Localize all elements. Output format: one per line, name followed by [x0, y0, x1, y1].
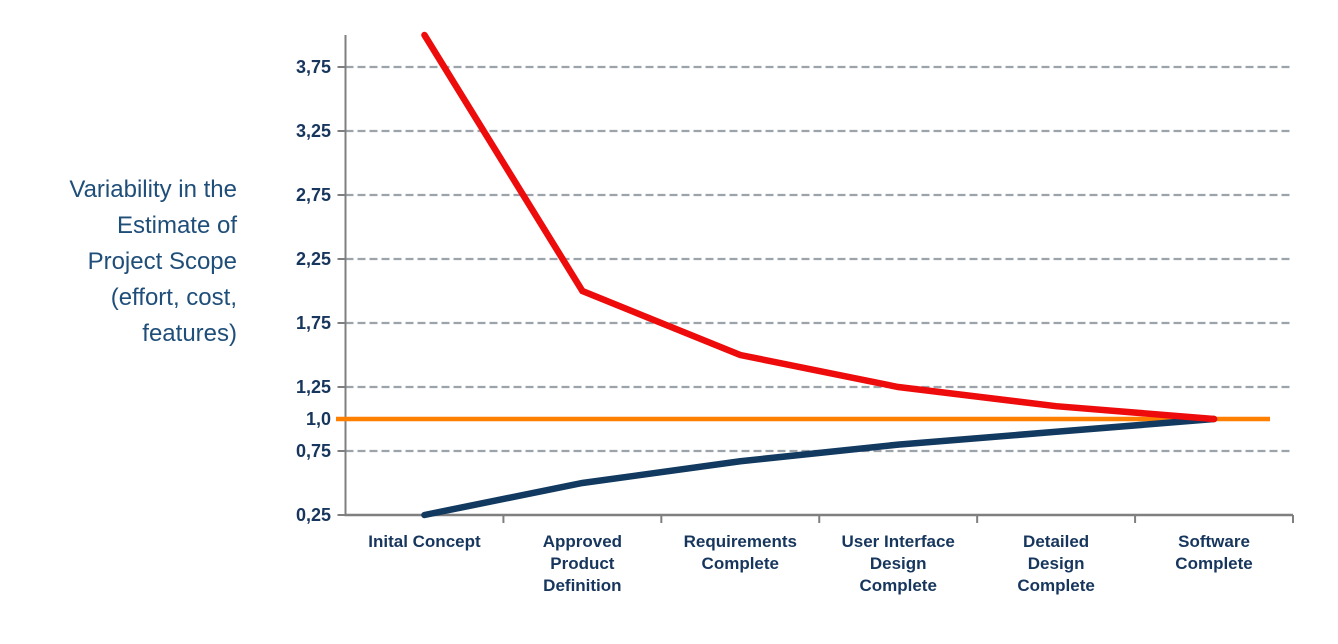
y-tick-label: 3,25: [296, 121, 331, 141]
x-category-label-line: Approved: [543, 532, 622, 551]
y-axis-title-line: Variability in the: [69, 176, 237, 203]
y-tick-label: 0,75: [296, 441, 331, 461]
x-category-label-line: Design: [1028, 554, 1085, 573]
y-axis-title-line: Estimate of: [116, 212, 237, 239]
series-line-upper-estimate: [421, 31, 1218, 423]
x-category-label-line: Complete: [1175, 554, 1252, 573]
y-tick-label: 2,75: [296, 185, 331, 205]
y-tick-label: 1,0: [306, 409, 331, 429]
x-category-label-line: Complete: [1017, 576, 1094, 595]
y-axis-title: Variability in the Estimate of Project S…: [0, 172, 237, 352]
y-tick-label: 1,25: [296, 377, 331, 397]
x-category-label: User Interface Design Complete: [842, 532, 955, 595]
x-category-label: Approved Product Definition: [543, 532, 622, 595]
x-category-label: Software Complete: [1175, 532, 1252, 573]
x-category-label: Requirements Complete: [684, 532, 797, 573]
x-category-label: Inital Concept: [368, 532, 481, 551]
x-category-label-line: Software: [1178, 532, 1250, 551]
y-tick-label: 2,25: [296, 249, 331, 269]
y-axis-title-line: features): [142, 320, 237, 347]
x-category-label-line: Complete: [859, 576, 936, 595]
series-line-lower-estimate: [421, 415, 1218, 519]
x-category-label-line: Product: [550, 554, 615, 573]
x-category-label-line: Definition: [543, 576, 621, 595]
x-category-label-line: Complete: [702, 554, 779, 573]
y-axis-title-line: (effort, cost,: [110, 284, 237, 311]
y-tick-label: 0,25: [296, 505, 331, 525]
x-category-label-line: Detailed: [1023, 532, 1089, 551]
y-axis-title-line: Project Scope: [87, 248, 237, 275]
y-tick-label: 3,75: [296, 57, 331, 77]
x-category-label-line: User Interface: [842, 532, 955, 551]
x-category-label-line: Design: [870, 554, 927, 573]
x-category-label: Detailed Design Complete: [1017, 532, 1094, 595]
x-category-label-line: Requirements: [684, 532, 797, 551]
y-tick-label: 1,75: [296, 313, 331, 333]
x-category-label-line: Inital Concept: [368, 532, 481, 551]
